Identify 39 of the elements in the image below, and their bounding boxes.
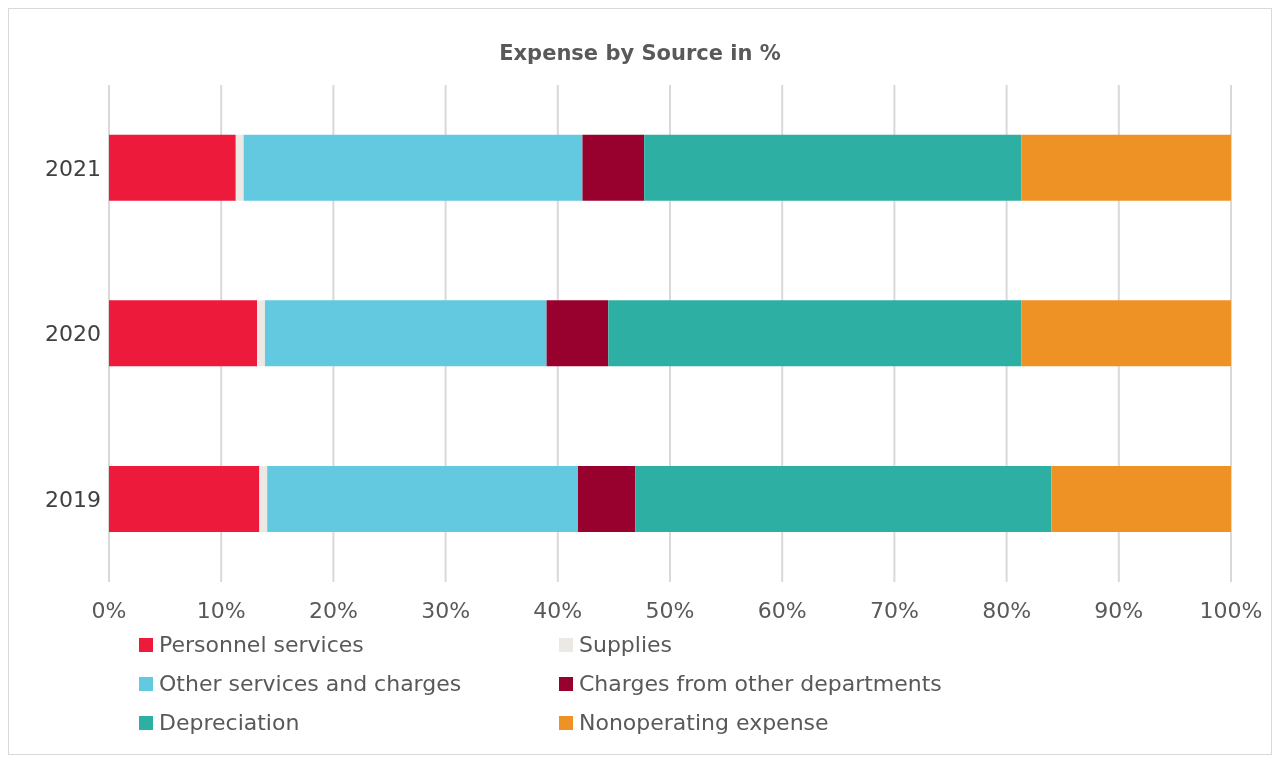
x-tick-label: 70%: [869, 597, 919, 623]
bar: [259, 466, 268, 533]
x-tick-label: 50%: [645, 597, 695, 623]
x-tick-label: 90%: [1094, 597, 1144, 623]
bar: [267, 466, 578, 533]
bar: [109, 466, 260, 533]
bar: [582, 134, 645, 201]
bar: [578, 466, 636, 533]
x-tick-label: 0%: [91, 597, 127, 623]
legend-label: Nonoperating expense: [579, 710, 829, 735]
x-tick-label: 10%: [196, 597, 246, 623]
y-tick-label: 2019: [45, 486, 101, 512]
x-tick-label: 40%: [533, 597, 583, 623]
bar: [109, 300, 258, 367]
bar: [257, 300, 265, 367]
bar: [109, 134, 236, 201]
bar: [264, 300, 547, 367]
chart-title: Expense by Source in %: [498, 40, 782, 65]
bar: [243, 134, 583, 201]
legend-label: Depreciation: [159, 710, 300, 735]
x-tick-label: 80%: [982, 597, 1032, 623]
bar: [1051, 466, 1231, 533]
legend-label: Charges from other departments: [579, 671, 942, 696]
bar: [235, 134, 244, 201]
legend-label: Other services and charges: [159, 671, 462, 696]
y-tick-label: 2021: [45, 155, 101, 181]
legend-label: Personnel services: [159, 632, 364, 657]
bar: [546, 300, 609, 367]
x-tick-label: 30%: [421, 597, 471, 623]
bar: [1021, 300, 1231, 367]
y-tick-label: 2020: [45, 321, 101, 347]
bar: [608, 300, 1022, 367]
bar: [635, 466, 1052, 533]
bar: [1021, 134, 1231, 201]
x-tick-label: 100%: [1199, 597, 1263, 623]
legend-label: Supplies: [579, 632, 673, 657]
x-tick-label: 60%: [757, 597, 807, 623]
bar: [644, 134, 1022, 201]
x-tick-label: 20%: [308, 597, 358, 623]
